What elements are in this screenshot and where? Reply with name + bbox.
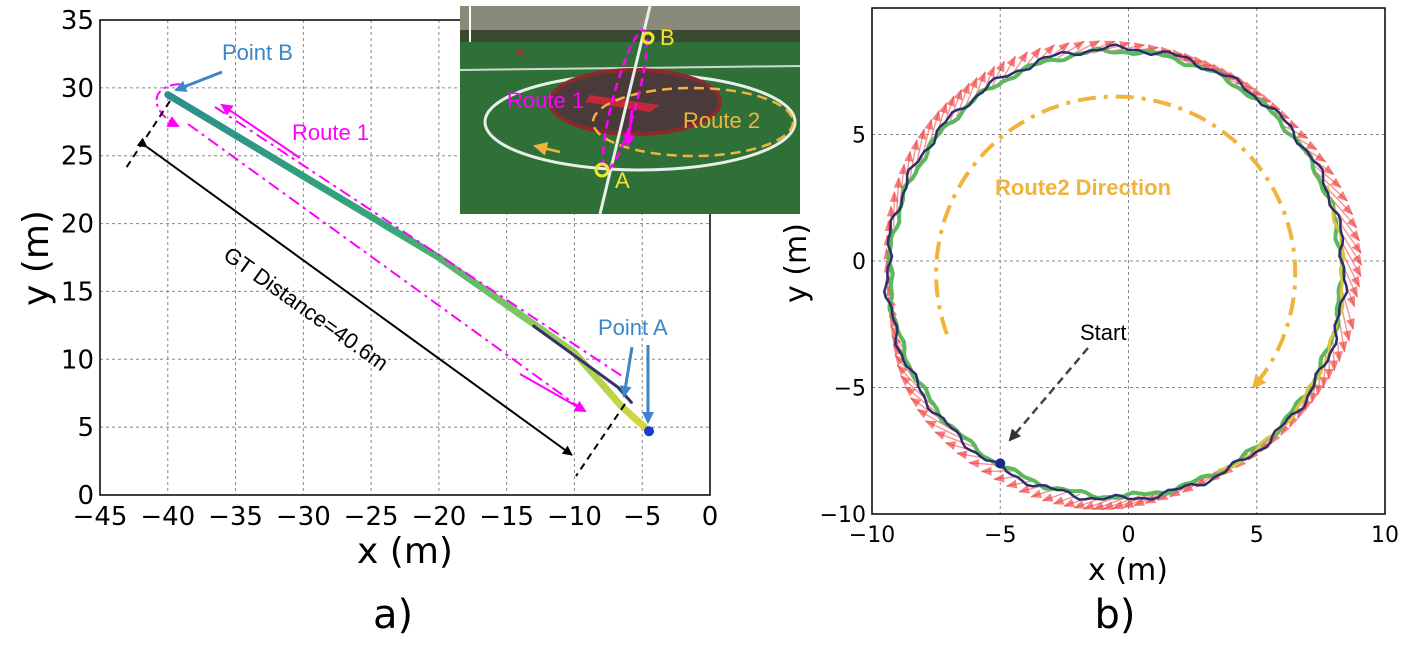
heading-arrow [1282, 124, 1309, 139]
x-axis-label-a: x (m) [357, 531, 453, 572]
gt-extension-b [125, 100, 171, 169]
route1-end-loop [155, 83, 181, 127]
point-b-arrow [174, 70, 223, 92]
panel-label-b: b) [1095, 592, 1136, 638]
x-tick-label-b: −5 [984, 523, 1016, 548]
y-tick-label-b: −10 [820, 503, 866, 528]
x-tick-label-b: −10 [849, 523, 895, 548]
track-dark [882, 43, 1349, 501]
y-tick-label-b: −5 [834, 377, 866, 402]
point-b-label: Point B [222, 40, 293, 65]
heading-arrow [914, 128, 927, 173]
y-tick-label-b: 0 [852, 250, 866, 275]
x-tick-label-a: −10 [547, 502, 602, 532]
heading-arrow [934, 431, 974, 448]
heading-arrow [1334, 215, 1362, 255]
x-tick-label-b: 0 [1122, 523, 1136, 548]
start-arrow [1008, 347, 1089, 442]
x-tick-label-b: 10 [1371, 523, 1399, 548]
axes-frame-b [871, 7, 1386, 515]
gt-distance-arrow [136, 137, 573, 456]
inset-route1-label: Route 1 [507, 88, 584, 113]
heading-arrow [1330, 204, 1361, 242]
y-tick-label-b: 5 [852, 124, 866, 149]
x-tick-label-a: −30 [276, 502, 331, 532]
route1-arrow-down [519, 373, 587, 412]
x-tick-label-a: −35 [208, 502, 263, 532]
inset-photo: B A Route 1 Route 2 [459, 5, 801, 215]
heading-arrow [991, 60, 1005, 87]
heading-arrow [1041, 490, 1069, 502]
x-tick-label-a: −25 [344, 502, 399, 532]
x-tick-label-a: −40 [140, 502, 195, 532]
axes-frame-a [99, 19, 711, 496]
heading-arrow [904, 386, 940, 416]
panel-label-a: a) [373, 592, 413, 638]
ticks-b: −10 −5 0 5 10 −10 −5 0 5 [820, 124, 1399, 549]
panel-a: −45 −40 −35 −30 −25 −20 −15 −10 −5 0 0 5 10 15 20 25 30 3… [16, 5, 801, 638]
heading-arrow [964, 76, 978, 109]
route2-direction-arc [934, 94, 1298, 390]
x-tick-label-a: 0 [702, 502, 719, 532]
route1-label: Route 1 [292, 120, 369, 145]
x-axis-label-b: x (m) [1088, 553, 1168, 588]
x-tick-label-a: −5 [623, 502, 661, 532]
inset-label-b: B [660, 25, 675, 50]
heading-arrow [956, 82, 970, 118]
y-tick-label-a: 30 [61, 74, 94, 104]
start-marker [995, 458, 1006, 469]
y-tick-label-a: 5 [77, 413, 94, 443]
x-tick-label-b: 5 [1250, 523, 1264, 548]
y-tick-label-a: 35 [61, 6, 94, 36]
heading-arrow [1056, 40, 1085, 59]
y-tick-label-a: 10 [61, 345, 94, 375]
heading-arrow [924, 420, 965, 441]
y-tick-label-a: 25 [61, 142, 94, 172]
y-tick-label-a: 15 [61, 277, 94, 307]
point-a-marker [644, 426, 654, 437]
y-axis-label-a: y (m) [16, 210, 57, 306]
track-yellow [1216, 184, 1346, 473]
gt-extension-a [575, 403, 626, 477]
x-tick-label-a: −20 [411, 502, 466, 532]
ticks-a: −45 −40 −35 −30 −25 −20 −15 −10 −5 0 0 5 10 15 20 25 30 3… [61, 6, 718, 532]
y-tick-label-a: 0 [77, 481, 94, 511]
heading-arrow [1012, 51, 1028, 75]
point-a-label: Point A [598, 315, 668, 340]
heading-arrow [1319, 353, 1329, 388]
start-label: Start [1080, 320, 1126, 345]
inset-route2-label: Route 2 [683, 108, 760, 133]
inset-label-a: A [615, 168, 630, 193]
x-tick-label-a: −45 [73, 502, 128, 532]
heading-arrow [889, 190, 899, 228]
heading-arrow [1310, 162, 1342, 189]
panel-b: −10 −5 0 5 10−10−505 Route2 Direction Start … [779, 7, 1399, 638]
y-axis-label-b: y (m) [779, 223, 814, 303]
heading-arrow [948, 88, 963, 126]
heading-arrow [993, 473, 1025, 483]
heading-arrows [883, 40, 1363, 511]
route2-direction-label: Route2 Direction [995, 175, 1171, 200]
heading-arrow [980, 466, 1014, 476]
y-tick-label-a: 20 [61, 210, 94, 240]
x-tick-label-a: −15 [479, 502, 534, 532]
point-a-arrow-1 [619, 346, 634, 398]
